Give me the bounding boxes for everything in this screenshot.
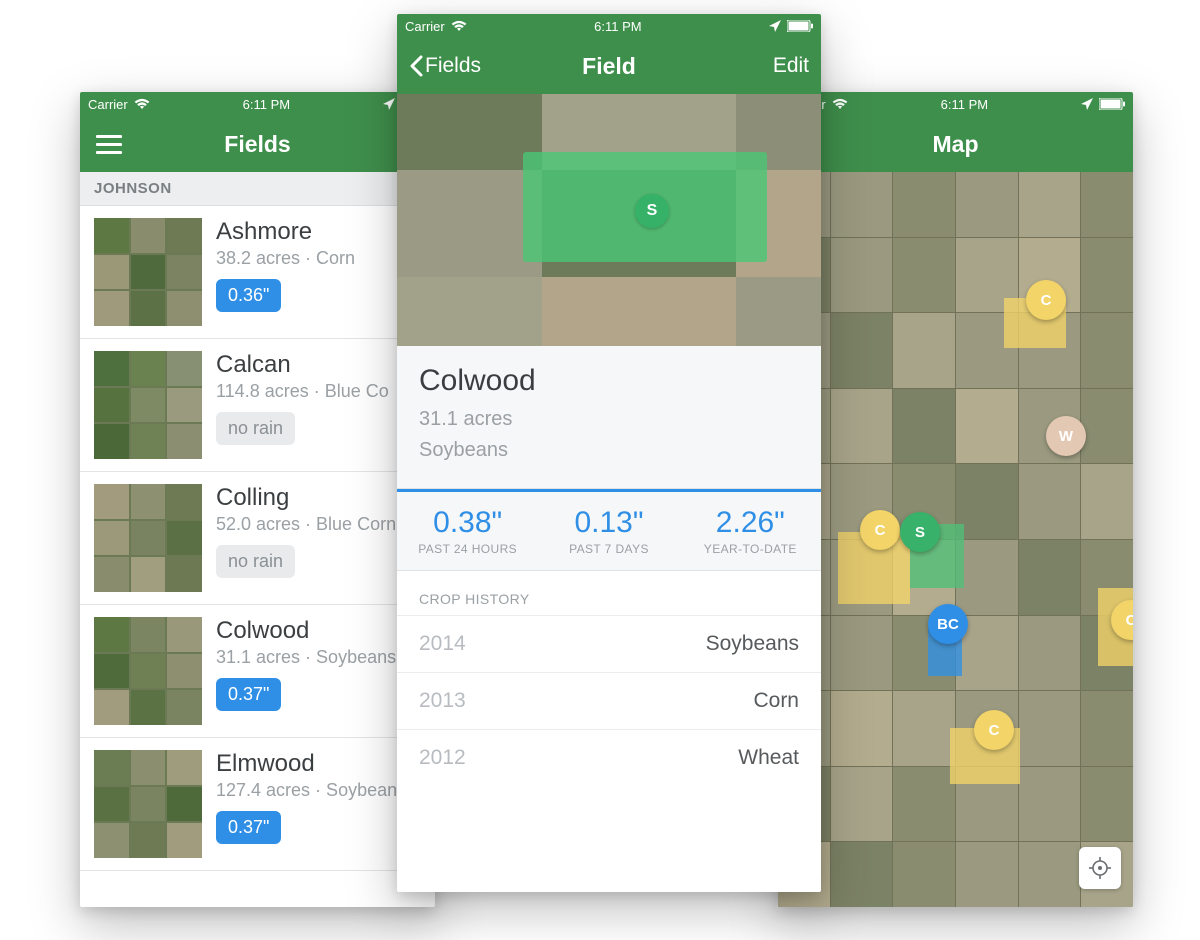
nav-bar-map: Map <box>778 116 1133 172</box>
field-thumbnail <box>94 351 202 459</box>
field-thumbnail <box>94 617 202 725</box>
locate-button[interactable] <box>1079 847 1121 889</box>
back-label: Fields <box>425 54 481 78</box>
history-row[interactable]: 2012 Wheat <box>397 729 821 786</box>
location-icon <box>383 98 395 110</box>
stat-value: 0.13" <box>542 506 675 540</box>
map-pin[interactable]: C <box>860 510 900 550</box>
stat-value: 2.26" <box>684 506 817 540</box>
section-header: JOHNSON <box>80 172 435 206</box>
wifi-icon <box>832 98 848 110</box>
detail-card: Colwood 31.1 acres Soybeans <box>397 346 821 489</box>
fields-list: Ashmore38.2 acres · Corn 0.36" Calcan114.8… <box>80 206 435 871</box>
field-row[interactable]: Colwood31.1 acres · Soybeans 0.37" <box>80 605 435 738</box>
status-time: 6:11 PM <box>150 97 383 112</box>
field-pin[interactable]: S <box>635 194 669 228</box>
status-time: 6:11 PM <box>848 97 1081 112</box>
map-pin[interactable]: C <box>1026 280 1066 320</box>
history-crop: Corn <box>753 689 799 713</box>
phone-fields: Carrier 6:11 PM Fields JOHNSON Ashmore38… <box>80 92 435 907</box>
map-pin[interactable]: S <box>900 512 940 552</box>
rain-badge: no rain <box>216 412 295 445</box>
location-icon <box>769 20 781 32</box>
history-crop: Soybeans <box>706 632 799 656</box>
rain-badge: 0.36" <box>216 279 281 312</box>
rain-stat: 2.26" YEAR-TO-DATE <box>680 492 821 570</box>
history-crop: Wheat <box>738 746 799 770</box>
history-year: 2013 <box>419 689 466 713</box>
wifi-icon <box>134 98 150 110</box>
field-row[interactable]: Colling52.0 acres · Blue Corn no rain <box>80 472 435 605</box>
rain-stat: 0.38" PAST 24 HOURS <box>397 492 538 570</box>
field-name: Ashmore <box>216 218 421 246</box>
field-row[interactable]: Calcan114.8 acres · Blue Co no rain <box>80 339 435 472</box>
field-acres: 31.1 acres <box>419 404 799 435</box>
battery-icon <box>787 20 813 32</box>
field-name: Colling <box>216 484 421 512</box>
nav-title: Map <box>778 131 1133 158</box>
history-row[interactable]: 2013 Corn <box>397 672 821 729</box>
map-area[interactable]: CWCSBCCC <box>778 172 1133 907</box>
field-subtitle: 52.0 acres · Blue Corn <box>216 514 421 535</box>
rain-stats: 0.38" PAST 24 HOURS 0.13" PAST 7 DAYS 2.26" Y… <box>397 492 821 571</box>
status-time: 6:11 PM <box>467 19 769 34</box>
crop-history-list: 2014 Soybeans 2013 Corn 2012 Wheat <box>397 615 821 786</box>
field-name: Colwood <box>216 617 421 645</box>
phone-map: Carrier 6:11 PM Map CWCSBCCC <box>778 92 1133 907</box>
nav-bar-detail: Fields Field Edit <box>397 38 821 94</box>
crosshair-icon <box>1089 857 1111 879</box>
rain-badge: no rain <box>216 545 295 578</box>
rain-stat: 0.13" PAST 7 DAYS <box>538 492 679 570</box>
stat-value: 0.38" <box>401 506 534 540</box>
field-row[interactable]: Elmwood127.4 acres · Soybeans 0.37" <box>80 738 435 871</box>
stat-label: PAST 24 HOURS <box>401 542 534 556</box>
back-button[interactable]: Fields <box>409 54 481 78</box>
map-pin[interactable]: W <box>1046 416 1086 456</box>
carrier-label: Carrier <box>88 97 128 112</box>
history-year: 2012 <box>419 746 466 770</box>
field-subtitle: 31.1 acres · Soybeans <box>216 647 421 668</box>
field-name: Colwood <box>419 364 799 398</box>
stat-label: PAST 7 DAYS <box>542 542 675 556</box>
field-crop: Soybeans <box>419 435 799 466</box>
field-thumbnail <box>94 218 202 326</box>
edit-button[interactable]: Edit <box>769 54 809 78</box>
carrier-label: Carrier <box>405 19 445 34</box>
history-row[interactable]: 2014 Soybeans <box>397 615 821 672</box>
history-year: 2014 <box>419 632 466 656</box>
status-bar: Carrier 6:11 PM <box>80 92 435 116</box>
rain-badge: 0.37" <box>216 811 281 844</box>
status-bar: Carrier 6:11 PM <box>397 14 821 38</box>
menu-button[interactable] <box>92 131 132 158</box>
edit-label: Edit <box>773 54 809 78</box>
location-icon <box>1081 98 1093 110</box>
field-subtitle: 114.8 acres · Blue Co <box>216 381 421 402</box>
field-name: Calcan <box>216 351 421 379</box>
status-bar: Carrier 6:11 PM <box>778 92 1133 116</box>
phone-detail: Carrier 6:11 PM Fields Field Edit <box>397 14 821 892</box>
chevron-left-icon <box>409 55 423 77</box>
crop-history-header: CROP HISTORY <box>397 571 821 615</box>
field-thumbnail <box>94 484 202 592</box>
hamburger-icon <box>92 131 126 158</box>
field-hero[interactable]: S <box>397 94 821 346</box>
field-subtitle: 38.2 acres · Corn <box>216 248 421 269</box>
wifi-icon <box>451 20 467 32</box>
nav-title: Fields <box>80 131 435 158</box>
battery-icon <box>1099 98 1125 110</box>
map-pin[interactable]: C <box>974 710 1014 750</box>
stat-label: YEAR-TO-DATE <box>684 542 817 556</box>
field-name: Elmwood <box>216 750 421 778</box>
field-thumbnail <box>94 750 202 858</box>
nav-bar-fields: Fields <box>80 116 435 172</box>
rain-badge: 0.37" <box>216 678 281 711</box>
field-row[interactable]: Ashmore38.2 acres · Corn 0.36" <box>80 206 435 339</box>
map-pin[interactable]: BC <box>928 604 968 644</box>
field-subtitle: 127.4 acres · Soybeans <box>216 780 421 801</box>
